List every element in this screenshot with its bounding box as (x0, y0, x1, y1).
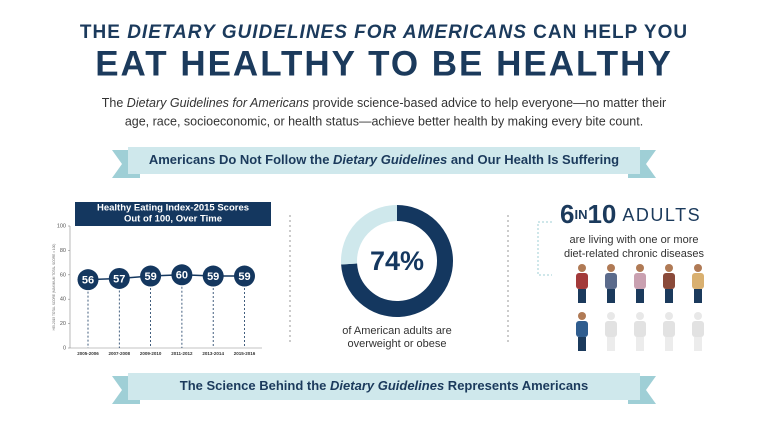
data-label: 56 (82, 275, 94, 287)
point (234, 265, 255, 287)
person-legs (665, 289, 673, 303)
y-tick-label: 60 (60, 272, 66, 278)
text: 6 (560, 199, 574, 229)
person-head (607, 264, 615, 272)
person-legs (694, 337, 702, 351)
person-body (634, 273, 646, 289)
person-head (636, 264, 644, 272)
person-legs (636, 289, 644, 303)
person-body (576, 321, 588, 337)
stat-headline: 6IN10 ADULTS (560, 199, 701, 229)
person-body (576, 273, 588, 289)
text: and Our Health Is Suffering (447, 152, 619, 167)
person-head (665, 312, 673, 320)
text: The (102, 96, 127, 110)
text: Represents Americans (444, 378, 588, 393)
person-head (636, 312, 644, 320)
data-label: 60 (176, 270, 188, 282)
data-label: 59 (238, 271, 250, 283)
chart-title-box (75, 202, 271, 226)
person-head (694, 312, 702, 320)
person-legs (578, 337, 586, 351)
x-tick-label: 2015-2016 (234, 351, 256, 356)
person-head (578, 312, 586, 320)
point (108, 267, 130, 289)
person-body (663, 273, 675, 289)
person-head (665, 264, 673, 272)
text: 10 (587, 199, 616, 229)
person-head (578, 264, 586, 272)
people-icons (576, 264, 704, 351)
point (77, 269, 99, 291)
person-body (692, 321, 704, 337)
text: Dietary Guidelines (330, 378, 444, 393)
person-legs (607, 289, 615, 303)
text: Americans Do Not Follow the (149, 152, 333, 167)
text: CAN HELP YOU (527, 22, 688, 43)
data-label: 59 (207, 271, 219, 283)
point (171, 264, 193, 286)
banner-text: Americans Do Not Follow the Dietary Guid… (149, 152, 619, 167)
ribbon (128, 147, 640, 174)
person-head (694, 264, 702, 272)
x-tick-label: 2009-2010 (140, 351, 162, 356)
caption: overweight or obese (347, 338, 446, 350)
text: THE (80, 22, 127, 43)
x-tick-label: 2005-2006 (77, 351, 99, 356)
stat-text: diet-related chronic diseases (564, 248, 705, 260)
donut-segment (341, 205, 398, 265)
banner-text: The Science Behind the Dietary Guideline… (180, 378, 588, 393)
x-tick-label: 2007-2008 (109, 351, 131, 356)
stat-text: are living with one or more (569, 234, 698, 246)
x-tick-label: 2011-2012 (171, 351, 193, 356)
point (140, 265, 162, 287)
data-label: 57 (113, 273, 125, 285)
y-tick-label: 40 (60, 297, 66, 303)
person-legs (636, 337, 644, 351)
y-axis-label: HEI-2015 TOTAL SCORE (MAXIMUM TOTAL SCOR… (52, 244, 56, 331)
text: IN (574, 207, 587, 222)
x-tick-label: 2013-2014 (202, 351, 224, 356)
person-legs (578, 289, 586, 303)
person-legs (665, 337, 673, 351)
person-body (663, 321, 675, 337)
intro-line2: age, race, socioeconomic, or health stat… (125, 114, 643, 128)
header-line2: EAT HEALTHY TO BE HEALTHY (95, 44, 673, 83)
text: The Science Behind the (180, 378, 330, 393)
person-legs (694, 289, 702, 303)
data-label: 59 (144, 271, 156, 283)
data-label: 74% (370, 246, 424, 276)
person-head (607, 312, 615, 320)
text: Dietary Guidelines for Americans (127, 96, 309, 110)
chart-title: Healthy Eating Index-2015 Scores (97, 203, 249, 214)
chart-title: Out of 100, Over Time (124, 214, 222, 225)
intro-line1: The Dietary Guidelines for Americans pro… (102, 96, 666, 110)
y-tick-label: 100 (57, 223, 66, 229)
caption: of American adults are (342, 325, 451, 337)
y-tick-label: 0 (63, 345, 66, 351)
banner: Americans Do Not Follow the Dietary Guid… (112, 147, 656, 178)
donut-segment (341, 205, 453, 317)
ribbon (128, 373, 640, 400)
text: Dietary Guidelines (333, 152, 447, 167)
banner: The Science Behind the Dietary Guideline… (112, 373, 656, 404)
text: provide science-based advice to help eve… (309, 96, 666, 110)
person-legs (607, 337, 615, 351)
header-line1: THE DIETARY GUIDELINES FOR AMERICANS CAN… (80, 22, 688, 43)
bracket (537, 221, 552, 276)
person-body (605, 273, 617, 289)
person-body (634, 321, 646, 337)
y-tick-label: 20 (60, 321, 66, 327)
y-tick-label: 80 (60, 248, 66, 254)
person-body (605, 321, 617, 337)
text: DIETARY GUIDELINES FOR AMERICANS (127, 22, 527, 43)
point (202, 265, 224, 287)
person-body (692, 273, 704, 289)
text: ADULTS (622, 205, 701, 225)
